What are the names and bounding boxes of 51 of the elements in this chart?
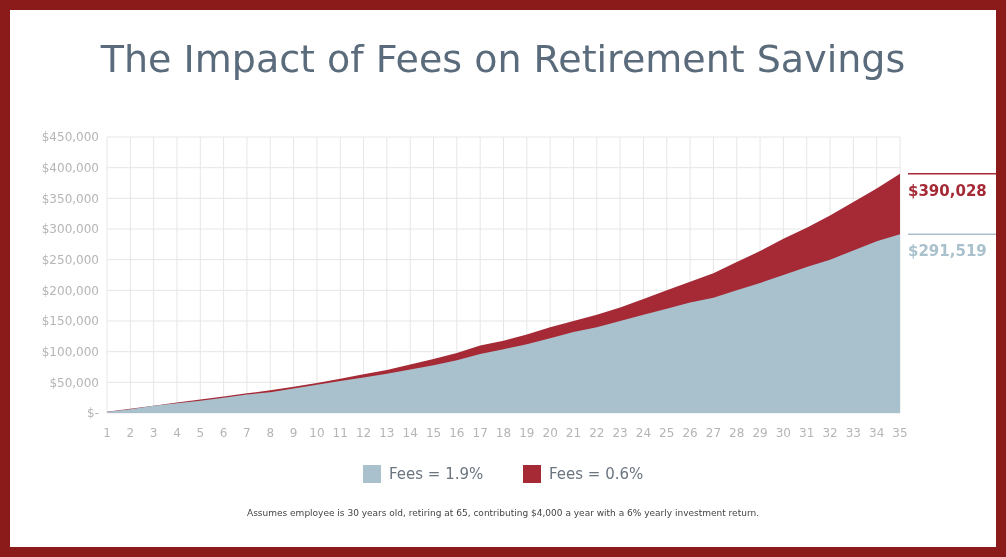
- x-tick-label: 32: [822, 426, 838, 440]
- x-tick-label: 9: [289, 426, 298, 440]
- x-tick-label: 24: [635, 426, 652, 440]
- x-tick-label: 13: [379, 426, 395, 440]
- x-tick-label: 28: [729, 426, 745, 440]
- y-tick-label: $350,000: [41, 191, 99, 206]
- x-tick-label: 1: [103, 426, 111, 440]
- x-tick-label: 2: [126, 426, 135, 440]
- x-tick-label: 26: [682, 426, 698, 440]
- legend-label: Fees = 1.9%: [389, 465, 484, 483]
- x-tick-label: 12: [355, 426, 372, 440]
- y-tick-label: $150,000: [41, 314, 99, 329]
- x-tick-label: 10: [309, 426, 325, 440]
- x-tick-label: 5: [196, 426, 205, 440]
- x-tick-label: 34: [869, 426, 885, 440]
- x-tick-label: 22: [589, 426, 605, 440]
- x-tick-label: 27: [705, 426, 722, 440]
- x-tick-label: 21: [565, 426, 582, 440]
- x-tick-label: 4: [173, 426, 181, 440]
- text: Assumes employee is 30 years old, retiring at 65, contributing $4,000 a year with a 6% yearly investment return.: [246, 508, 760, 518]
- x-tick-label: 31: [799, 426, 815, 440]
- x-tick-label: 16: [449, 426, 465, 440]
- x-tick-label: 20: [542, 426, 558, 440]
- x-tick-label: 35: [892, 426, 908, 440]
- x-tick-label: 15: [425, 426, 442, 440]
- y-tick-label: $300,000: [41, 222, 99, 237]
- y-tick-label: $250,000: [41, 252, 99, 267]
- legend-label: Fees = 0.6%: [549, 465, 644, 483]
- y-tick-label: $-: [87, 406, 99, 421]
- x-tick-label: 8: [266, 426, 275, 440]
- x-tick-label: 29: [752, 426, 768, 440]
- x-tick-label: 19: [519, 426, 535, 440]
- x-tick-label: 23: [612, 426, 628, 440]
- chart-title: The Impact of Fees on Retirement Savings: [99, 37, 906, 81]
- x-tick-label: 33: [845, 426, 861, 440]
- x-tick-label: 18: [495, 426, 512, 440]
- x-tick-label: 30: [775, 426, 792, 440]
- x-tick-label: 14: [402, 426, 418, 440]
- x-tick-label: 17: [472, 426, 488, 440]
- y-tick-label: $200,000: [41, 283, 99, 298]
- y-tick-label: $50,000: [49, 375, 99, 390]
- annotation: $291,519: [908, 242, 987, 261]
- y-tick-label: $450,000: [41, 130, 99, 145]
- x-tick-label: 11: [332, 426, 348, 440]
- annotation: $390,028: [908, 181, 987, 200]
- x-tick-label: 7: [243, 426, 251, 440]
- x-tick-label: 6: [219, 426, 228, 440]
- x-tick-label: 25: [659, 426, 675, 440]
- x-tick-label: 3: [149, 426, 158, 440]
- y-tick-label: $100,000: [41, 344, 99, 359]
- y-tick-label: $400,000: [41, 160, 99, 175]
